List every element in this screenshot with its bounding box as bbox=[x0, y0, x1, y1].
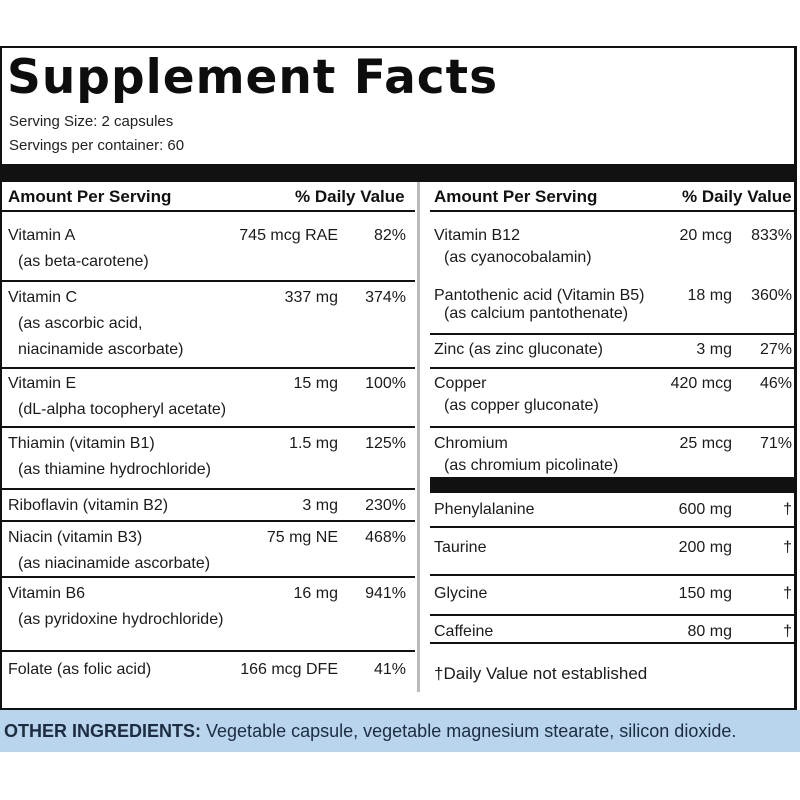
nutrient-source: (as calcium pantothenate) bbox=[444, 305, 629, 322]
nutrient-daily-value: 71% bbox=[759, 435, 792, 452]
other-ingredients-label: OTHER INGREDIENTS: bbox=[4, 721, 202, 741]
right-amount-header: Amount Per Serving bbox=[434, 187, 598, 206]
nutrient-source: (dL-alpha tocopheryl acetate) bbox=[18, 401, 227, 418]
header-rule bbox=[2, 210, 415, 212]
nutrient-source: (as pyridoxine hydrochloride) bbox=[18, 611, 224, 628]
nutrient-name: Vitamin B12 bbox=[434, 227, 520, 244]
nutrient-source: niacinamide ascorbate) bbox=[18, 341, 184, 358]
nutrient-source: (as niacinamide ascorbate) bbox=[18, 555, 211, 572]
nutrient-daily-value: 100% bbox=[365, 375, 406, 392]
row-separator bbox=[2, 650, 415, 652]
nutrient-name: Vitamin C bbox=[8, 289, 78, 306]
nutrient-daily-value: † bbox=[783, 539, 792, 556]
other-ingredients: OTHER INGREDIENTS: Vegetable capsule, ve… bbox=[0, 710, 800, 752]
nutrient-daily-value: 41% bbox=[373, 661, 406, 678]
nutrient-amount: 200 mg bbox=[678, 539, 732, 556]
nutrient-amount: 18 mg bbox=[687, 287, 732, 304]
nutrient-amount: 150 mg bbox=[678, 585, 732, 602]
nutrient-name: Vitamin E bbox=[8, 375, 77, 392]
nutrient-amount: 80 mg bbox=[687, 623, 732, 640]
row-separator bbox=[430, 642, 794, 644]
nutrient-name: Vitamin A bbox=[8, 227, 76, 244]
nutrient-name: Caffeine bbox=[434, 623, 494, 640]
row-separator bbox=[2, 576, 415, 578]
nutrient-amount: 15 mg bbox=[293, 375, 338, 392]
nutrient-daily-value: 27% bbox=[759, 341, 792, 358]
nutrient-name: Pantothenic acid (Vitamin B5) bbox=[434, 287, 645, 304]
nutrient-daily-value: 941% bbox=[365, 585, 406, 602]
row-separator bbox=[2, 280, 415, 282]
nutrient-amount: 25 mcg bbox=[679, 435, 732, 452]
row-separator bbox=[2, 367, 415, 369]
nutrient-name: Folate (as folic acid) bbox=[8, 661, 152, 678]
nutrient-name: Vitamin B6 bbox=[8, 585, 86, 602]
nutrient-source: (as beta-carotene) bbox=[18, 253, 149, 270]
nutrient-name: Glycine bbox=[434, 585, 488, 602]
nutrient-amount: 20 mcg bbox=[679, 227, 732, 244]
footnote: †Daily Value not established bbox=[434, 664, 648, 683]
left-amount-header: Amount Per Serving bbox=[8, 187, 172, 206]
thick-divider bbox=[2, 164, 794, 182]
row-separator bbox=[2, 426, 415, 428]
nutrient-name: Riboflavin (vitamin B2) bbox=[8, 497, 169, 514]
row-separator bbox=[430, 574, 794, 576]
serving-size: Serving Size: 2 capsules bbox=[9, 113, 174, 130]
nutrient-daily-value: 230% bbox=[365, 497, 406, 514]
nutrient-daily-value: † bbox=[783, 623, 792, 640]
section-divider bbox=[430, 477, 794, 493]
row-separator bbox=[430, 614, 794, 616]
nutrient-amount: 3 mg bbox=[696, 341, 732, 358]
nutrient-source: (as cyanocobalamin) bbox=[444, 249, 592, 266]
supplement-facts-panel bbox=[0, 46, 797, 710]
nutrient-daily-value: † bbox=[783, 585, 792, 602]
nutrient-amount: 600 mg bbox=[678, 501, 732, 518]
row-separator bbox=[430, 367, 794, 369]
nutrient-amount: 16 mg bbox=[293, 585, 338, 602]
nutrient-amount: 166 mcg DFE bbox=[240, 661, 338, 678]
left-dv-header: % Daily Value bbox=[295, 187, 405, 206]
column-divider bbox=[417, 182, 420, 692]
nutrient-amount: 3 mg bbox=[302, 497, 338, 514]
row-separator bbox=[2, 488, 415, 490]
nutrient-name: Chromium bbox=[434, 435, 508, 452]
row-separator bbox=[430, 426, 794, 428]
nutrient-source: (as chromium picolinate) bbox=[444, 457, 619, 474]
right-dv-header: % Daily Value bbox=[682, 187, 792, 206]
nutrient-source: (as thiamine hydrochloride) bbox=[18, 461, 211, 478]
nutrient-amount: 1.5 mg bbox=[289, 435, 338, 452]
servings-per-container: Servings per container: 60 bbox=[9, 137, 185, 154]
nutrient-daily-value: † bbox=[783, 501, 792, 518]
nutrient-name: Zinc (as zinc gluconate) bbox=[434, 341, 603, 358]
row-separator bbox=[430, 333, 794, 335]
nutrient-name: Taurine bbox=[434, 539, 487, 556]
nutrient-name: Copper bbox=[434, 375, 487, 392]
nutrient-daily-value: 833% bbox=[751, 227, 792, 244]
nutrient-amount: 745 mcg RAE bbox=[239, 227, 338, 244]
row-separator bbox=[430, 526, 794, 528]
nutrient-amount: 420 mcg bbox=[670, 375, 732, 392]
other-ingredients-text: Vegetable capsule, vegetable magnesium s… bbox=[201, 721, 737, 741]
row-separator bbox=[2, 520, 415, 522]
nutrient-daily-value: 82% bbox=[373, 227, 406, 244]
nutrient-name: Thiamin (vitamin B1) bbox=[8, 435, 155, 452]
nutrient-source: (as copper gluconate) bbox=[444, 397, 599, 414]
panel-title: Supplement Facts bbox=[7, 50, 499, 105]
nutrient-daily-value: 46% bbox=[759, 375, 792, 392]
nutrient-name: Niacin (vitamin B3) bbox=[8, 529, 143, 546]
nutrient-name: Phenylalanine bbox=[434, 501, 535, 518]
nutrient-amount: 337 mg bbox=[284, 289, 338, 306]
nutrient-source: (as ascorbic acid, bbox=[18, 315, 143, 332]
nutrient-daily-value: 360% bbox=[751, 287, 792, 304]
nutrient-daily-value: 468% bbox=[365, 529, 406, 546]
nutrient-daily-value: 374% bbox=[365, 289, 406, 306]
header-rule bbox=[430, 210, 794, 212]
nutrient-amount: 75 mg NE bbox=[266, 529, 338, 546]
nutrient-daily-value: 125% bbox=[365, 435, 406, 452]
